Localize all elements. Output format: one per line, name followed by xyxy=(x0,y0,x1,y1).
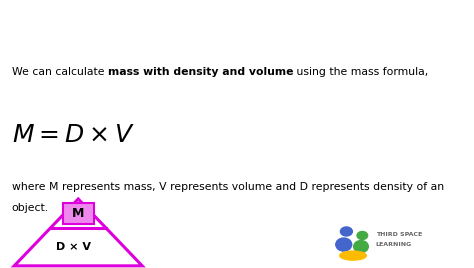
Polygon shape xyxy=(14,199,142,266)
Text: M: M xyxy=(72,207,84,220)
Text: using the mass formula,: using the mass formula, xyxy=(293,67,428,77)
Text: object.: object. xyxy=(12,203,49,213)
Text: LEARNING: LEARNING xyxy=(375,242,412,247)
Circle shape xyxy=(340,227,352,236)
Text: D × V: D × V xyxy=(56,242,91,252)
Ellipse shape xyxy=(336,238,352,251)
Text: We can calculate: We can calculate xyxy=(12,67,108,77)
Circle shape xyxy=(357,232,368,240)
Text: How to find mass with density and volume: How to find mass with density and volume xyxy=(12,19,397,34)
Text: THIRD SPACE: THIRD SPACE xyxy=(375,232,422,237)
Ellipse shape xyxy=(354,241,368,252)
FancyBboxPatch shape xyxy=(63,203,94,224)
Text: mass with density and volume: mass with density and volume xyxy=(108,67,293,77)
Text: $M = D \times V$: $M = D \times V$ xyxy=(12,124,135,147)
Text: where M represents mass, V represents volume and D represents density of an: where M represents mass, V represents vo… xyxy=(12,182,444,192)
Ellipse shape xyxy=(340,251,366,260)
